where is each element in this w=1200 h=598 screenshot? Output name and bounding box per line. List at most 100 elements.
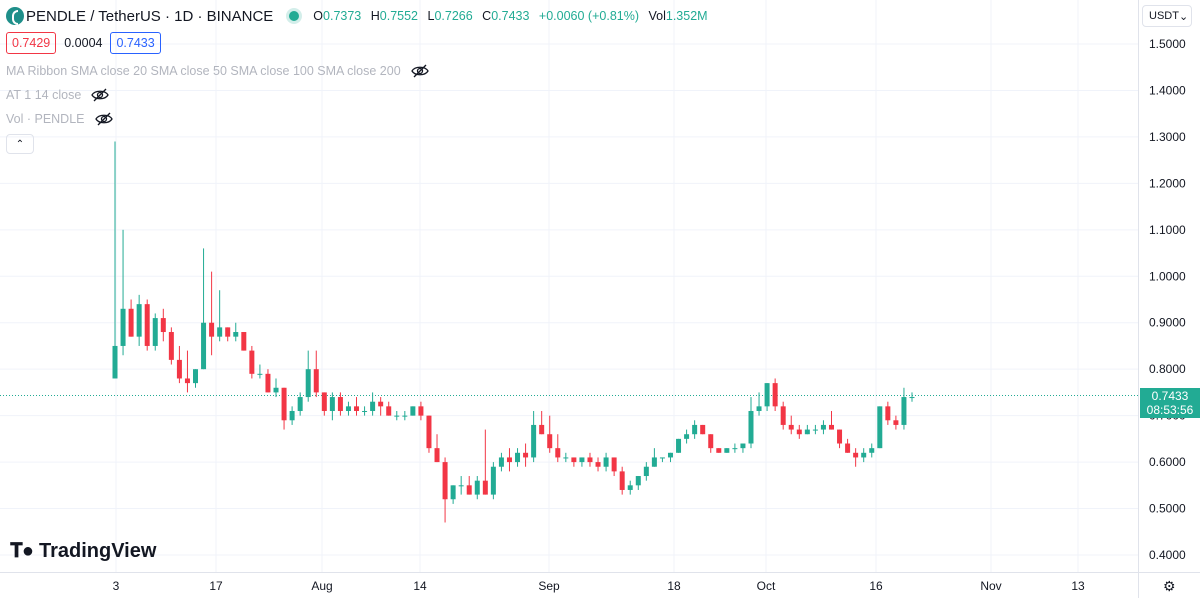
candle-body	[442, 462, 448, 500]
sell-button[interactable]: 0.7429	[6, 32, 57, 54]
candle-body	[498, 457, 504, 467]
time-tick-label: 17	[209, 579, 223, 593]
candle-body	[128, 308, 134, 337]
candle-body	[531, 424, 537, 458]
candle-body	[458, 485, 464, 487]
last-price-label: 0.7433 08:53:56	[1140, 388, 1200, 418]
buy-button[interactable]: 0.7433	[110, 32, 161, 54]
time-axis: 3 17 Aug 14 Sep 18 Oct 16 Nov 13	[0, 572, 1200, 593]
time-tick-label: 18	[667, 579, 681, 593]
candle-body	[474, 480, 480, 495]
candle-body	[676, 438, 682, 453]
candle-body	[861, 452, 867, 458]
candle-body	[619, 471, 625, 490]
candle-body	[337, 397, 343, 411]
hidden-eye-icon[interactable]	[410, 64, 429, 78]
price-tick-label: 1.3000	[1149, 130, 1186, 144]
candle-body	[828, 424, 834, 430]
candle-body	[241, 332, 247, 351]
collapse-legend-button[interactable]: ⌃	[6, 134, 34, 154]
candle-body	[756, 406, 762, 411]
candle-body	[418, 406, 424, 416]
price-tick-label: 1.5000	[1149, 37, 1186, 51]
candle-body	[595, 462, 601, 467]
candle-body	[845, 443, 851, 453]
time-tick-label: 14	[413, 579, 427, 593]
candle-body	[144, 304, 150, 346]
candle-body	[136, 304, 142, 337]
candle-body	[466, 485, 472, 495]
candle-body	[450, 485, 456, 500]
grid-lines	[0, 0, 1138, 572]
price-tick-label: 1.2000	[1149, 176, 1186, 190]
symbol-title[interactable]: PENDLE / TetherUS · 1D · BINANCE	[26, 7, 274, 25]
candle-body	[571, 457, 577, 463]
candle-body	[539, 424, 545, 435]
indicator-at[interactable]: AT 1 14 close	[6, 88, 110, 102]
gear-icon[interactable]: ⚙	[1163, 578, 1176, 594]
candle-body	[281, 387, 287, 421]
candle-body	[796, 429, 802, 435]
indicator-ma-ribbon[interactable]: MA Ribbon SMA close 20 SMA close 50 SMA …	[6, 64, 429, 78]
candle-body	[265, 373, 271, 393]
candle-body	[700, 424, 706, 435]
candle-body	[603, 457, 609, 467]
candle-body	[643, 466, 649, 477]
candle-body	[370, 401, 376, 411]
candle-body	[168, 332, 174, 360]
time-tick-label: 13	[1071, 579, 1085, 593]
hidden-eye-icon[interactable]	[94, 112, 113, 126]
candle-body	[877, 406, 883, 449]
candle-body	[708, 434, 714, 449]
candle-body	[820, 424, 826, 430]
candle-body	[217, 327, 223, 337]
candle-body	[249, 350, 255, 374]
candle-body	[490, 466, 496, 495]
candle-body	[812, 429, 818, 431]
candle-body	[547, 434, 553, 449]
tradingview-logo[interactable]: 𝐓● TradingView	[10, 540, 157, 562]
price-axis: 1.5000 1.4000 1.3000 1.2000 1.1000 1.0000 0.90…	[1138, 0, 1186, 598]
candle-body	[555, 448, 561, 458]
candle-body	[193, 369, 199, 384]
symbol-header: PENDLE / TetherUS · 1D · BINANCE O0.7373…	[6, 6, 714, 26]
candle-body	[201, 322, 207, 370]
candle-body	[273, 387, 279, 393]
price-tick-label: 0.5000	[1149, 502, 1186, 516]
candle-body	[434, 448, 440, 463]
price-tick-label: 0.9000	[1149, 316, 1186, 330]
candle-body	[257, 373, 263, 375]
candle-body	[233, 332, 239, 337]
price-tick-label: 1.4000	[1149, 83, 1186, 97]
candle-body	[909, 397, 915, 399]
candle-body	[112, 345, 118, 379]
candle-body	[160, 318, 166, 333]
hidden-eye-icon[interactable]	[91, 88, 110, 102]
price-tick-label: 1.1000	[1149, 223, 1186, 237]
time-tick-label: 16	[869, 579, 883, 593]
candle-body	[402, 415, 408, 417]
candle-body	[684, 434, 690, 439]
candle-body	[297, 397, 303, 411]
candle-body	[329, 397, 335, 411]
candle-body	[225, 327, 231, 337]
candle-body	[587, 457, 593, 463]
indicator-volume[interactable]: Vol · PENDLE	[6, 112, 113, 126]
candle-body	[345, 406, 351, 411]
spread-value: 0.0004	[64, 36, 103, 50]
tv-logo-icon: 𝐓●	[10, 540, 34, 562]
time-tick-label: Nov	[980, 579, 1001, 593]
candle-body	[724, 448, 730, 453]
candle-body	[563, 457, 569, 459]
market-status-icon	[289, 11, 300, 21]
candle-body	[651, 457, 657, 467]
candle-body	[289, 410, 295, 421]
candle-body	[176, 359, 182, 379]
candle-body	[611, 457, 617, 472]
currency-select[interactable]: USDT ⌄	[1142, 5, 1192, 27]
candle-body	[772, 383, 778, 407]
candle-body	[635, 476, 641, 486]
candle-body	[184, 378, 190, 384]
candle-body	[426, 415, 432, 449]
